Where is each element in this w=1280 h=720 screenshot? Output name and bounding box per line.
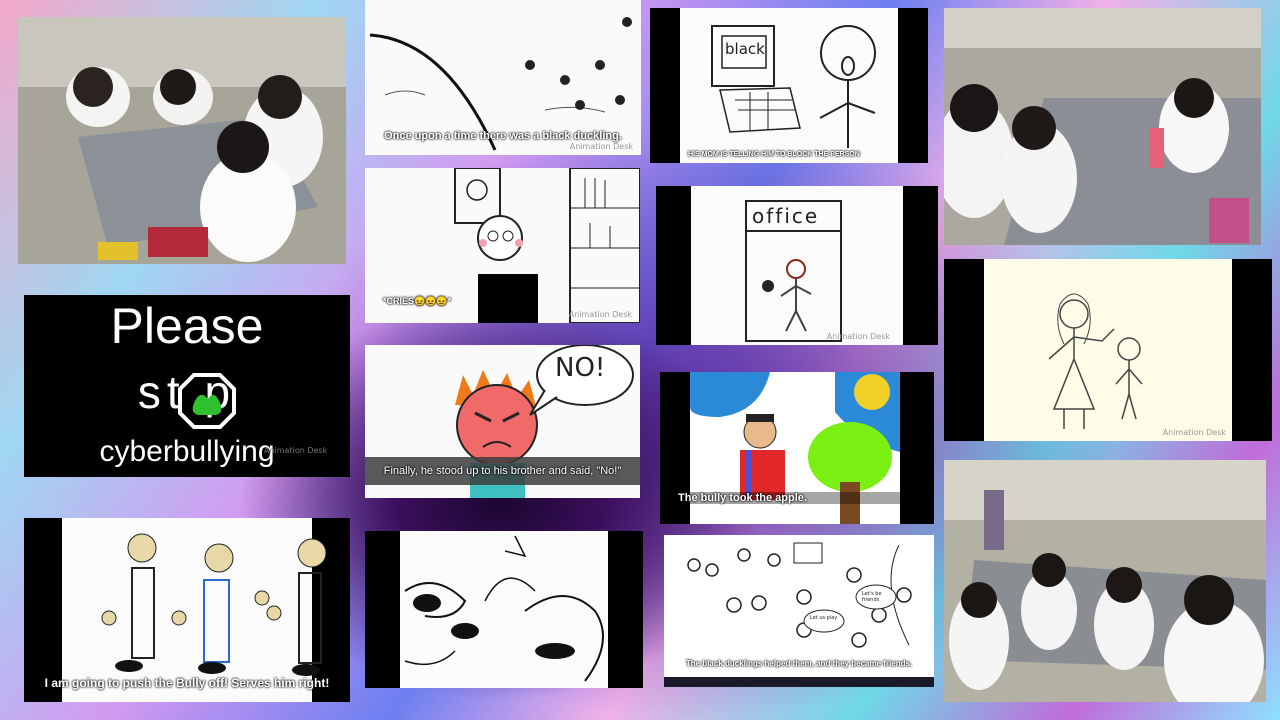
- friends-bubble-1: Let us play: [810, 615, 837, 621]
- classroom-photo-bottom-right: [944, 460, 1266, 702]
- sketch-drawing: [365, 531, 643, 688]
- classroom-photo-drawing-2: [944, 8, 1261, 245]
- duckling-watermark: Animation Desk: [570, 142, 633, 151]
- apple-frame: The bully took the apple.: [660, 372, 934, 524]
- push-frame: I am going to push the Bully off! Serves…: [24, 518, 350, 702]
- classroom-photo-drawing: [18, 17, 346, 264]
- no-caption: Finally, he stood up to his brother and …: [365, 457, 640, 485]
- mom-screen-text: black: [725, 40, 765, 58]
- poster-watermark: Animation Desk: [264, 446, 327, 455]
- classroom-photo-top-right: [944, 8, 1261, 245]
- mom-caption: HIS MOM IS TELLING HIM TO BLOCK THE PERS…: [688, 151, 928, 158]
- friends-bubble-2: Let's be friends: [862, 591, 892, 603]
- teacher-watermark: Animation Desk: [1163, 428, 1226, 437]
- teacher-drawing: [944, 259, 1272, 441]
- friends-caption: The black ducklings helped them, and the…: [664, 659, 934, 668]
- classroom-photo-top-left: [18, 17, 346, 264]
- mom-frame: black HIS MOM IS TELLING HIM TO BLOCK TH…: [650, 8, 928, 163]
- office-frame: office Animation Desk: [656, 186, 938, 345]
- sketch-frame: [365, 531, 643, 688]
- cries-watermark: Animation Desk: [569, 310, 632, 319]
- friends-frame: Let us play Let's be friends The black d…: [664, 535, 934, 687]
- cries-caption: *CRIES😖😖😖*: [383, 296, 640, 307]
- office-watermark: Animation Desk: [827, 332, 890, 341]
- no-speech: NO!: [555, 353, 605, 383]
- duckling-frame: Once upon a time there was a black duckl…: [365, 0, 641, 155]
- push-drawing: [24, 518, 350, 702]
- poster-frame: Please st p cyberbullying Animation Desk: [24, 295, 350, 477]
- apple-caption: The bully took the apple.: [678, 492, 934, 504]
- cries-frame: *CRIES😖😖😖* Animation Desk: [365, 168, 640, 323]
- teacher-frame: Animation Desk: [944, 259, 1272, 441]
- taskbar: [664, 677, 934, 687]
- no-frame: NO! Finally, he stood up to his brother …: [365, 345, 640, 498]
- mom-drawing: [650, 8, 928, 163]
- office-sign: office: [752, 204, 819, 228]
- push-caption: I am going to push the Bully off! Serves…: [24, 676, 350, 690]
- duckling-caption: Once upon a time there was a black duckl…: [365, 130, 641, 142]
- classroom-photo-drawing-3: [944, 460, 1266, 702]
